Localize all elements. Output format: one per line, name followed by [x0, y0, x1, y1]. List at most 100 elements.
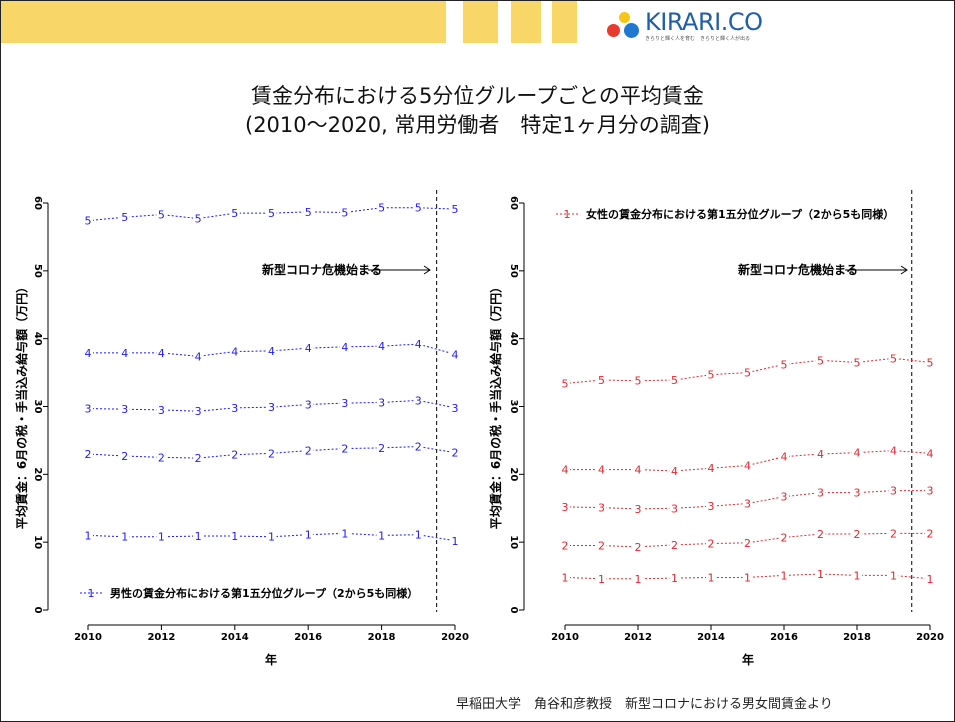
data-point-marker: 3 — [231, 402, 238, 415]
point-backdrop — [450, 348, 460, 361]
data-point-marker: 4 — [927, 447, 934, 460]
point-backdrop — [339, 340, 350, 353]
point-backdrop — [83, 402, 93, 415]
data-point-marker: 1 — [158, 531, 165, 544]
data-point-marker: 3 — [927, 485, 934, 498]
data-point-marker: 2 — [415, 441, 422, 454]
data-point-marker: 5 — [341, 206, 348, 219]
point-backdrop — [815, 528, 826, 541]
x-tick-label: 2018 — [368, 632, 396, 643]
data-point-marker: 5 — [671, 374, 678, 387]
data-point-marker: 3 — [817, 487, 824, 500]
y-tick-label: 50 — [32, 264, 43, 278]
point-backdrop — [852, 356, 862, 369]
x-tick-label: 2014 — [221, 632, 249, 643]
point-backdrop — [669, 538, 680, 551]
point-backdrop — [229, 401, 240, 414]
point-backdrop — [669, 572, 680, 585]
data-point-marker: 4 — [635, 464, 642, 477]
point-backdrop — [596, 501, 607, 514]
data-point-marker: 5 — [378, 202, 385, 215]
series-line-3 — [564, 490, 930, 510]
data-point-marker: 2 — [158, 451, 165, 464]
data-point-marker: 2 — [121, 450, 128, 463]
point-backdrop — [560, 500, 570, 513]
data-point-marker: 1 — [378, 529, 385, 542]
y-tick-label: 10 — [32, 535, 43, 549]
x-tick-label: 2010 — [74, 632, 102, 643]
point-backdrop — [669, 502, 680, 515]
point-backdrop — [925, 356, 935, 369]
data-point-marker: 1 — [671, 572, 678, 585]
data-point-marker: 1 — [890, 569, 897, 582]
data-point-marker: 1 — [708, 571, 715, 584]
point-backdrop — [156, 346, 167, 359]
data-point-marker: 4 — [268, 345, 275, 358]
data-point-marker: 2 — [562, 540, 569, 553]
series-line-5 — [564, 357, 931, 384]
data-point-marker: 4 — [708, 462, 715, 475]
data-point-marker: 1 — [927, 573, 934, 586]
data-point-marker: 2 — [817, 528, 824, 541]
point-backdrop — [815, 486, 826, 499]
female-wage-chart: 2010 2012 2014 2016 2018 2020 年 0 10 20 30 40 50 60 平均… — [488, 190, 944, 667]
point-backdrop — [413, 201, 424, 214]
source-note: 早稲田大学 角谷和彦教授 新型コロナにおける男女間賃金より — [456, 697, 833, 712]
data-point-marker: 3 — [598, 502, 605, 515]
data-point-marker: 2 — [341, 443, 348, 456]
point-backdrop — [669, 374, 680, 387]
data-point-marker: 2 — [671, 539, 678, 552]
data-point-marker: 5 — [268, 207, 275, 220]
data-point-marker: 3 — [854, 487, 861, 500]
data-point-marker: 5 — [781, 358, 788, 371]
data-point-marker: 3 — [268, 401, 275, 414]
data-point-marker: 2 — [781, 531, 788, 544]
point-backdrop — [339, 442, 350, 455]
x-tick-label: 2018 — [843, 632, 871, 643]
point-backdrop — [339, 527, 350, 540]
point-backdrop — [888, 444, 899, 457]
point-backdrop — [450, 534, 460, 547]
data-point-marker: 5 — [415, 202, 422, 215]
brand-logo: KIRARI.CO きらりと輝く人を育む きらりと輝く人が出る — [605, 8, 805, 42]
point-backdrop — [852, 446, 862, 459]
data-point-marker: 5 — [452, 203, 459, 216]
series-line-1 — [87, 532, 456, 542]
point-backdrop — [193, 452, 204, 465]
point-backdrop — [888, 527, 899, 540]
data-point-marker: 5 — [817, 354, 824, 367]
data-point-marker: 5 — [708, 369, 715, 382]
data-point-marker: 3 — [781, 491, 788, 504]
point-backdrop — [925, 447, 935, 460]
x-tick-label: 2012 — [624, 632, 652, 643]
point-backdrop — [779, 531, 789, 544]
logo-dot-blue — [624, 23, 639, 38]
annotation-arrowhead — [900, 265, 908, 275]
y-tick-label: 30 — [32, 400, 43, 414]
data-point-marker: 5 — [854, 356, 861, 369]
data-point-marker: 5 — [890, 352, 897, 365]
x-tick-label: 2020 — [441, 632, 469, 643]
data-point-marker: 1 — [305, 529, 312, 542]
y-tick-label: 40 — [508, 332, 519, 346]
data-point-marker: 5 — [231, 207, 238, 220]
point-backdrop — [669, 464, 680, 477]
data-point-marker: 3 — [635, 503, 642, 516]
data-point-marker: 2 — [708, 538, 715, 551]
series-line-3 — [87, 399, 456, 412]
point-backdrop — [413, 528, 424, 541]
point-backdrop — [229, 345, 240, 358]
x-tick-label: 2016 — [770, 632, 798, 643]
point-backdrop — [450, 446, 460, 459]
data-point-marker: 3 — [158, 404, 165, 417]
point-backdrop — [852, 528, 862, 541]
data-point-marker: 4 — [598, 464, 605, 477]
data-point-marker: 4 — [85, 347, 92, 360]
y-tick-label: 60 — [508, 196, 519, 210]
point-backdrop — [633, 572, 643, 585]
data-point-marker: 4 — [854, 447, 861, 460]
data-point-marker: 3 — [744, 498, 751, 511]
data-point-marker: 4 — [781, 451, 788, 464]
point-backdrop — [706, 537, 716, 550]
data-point-marker: 3 — [85, 403, 92, 416]
